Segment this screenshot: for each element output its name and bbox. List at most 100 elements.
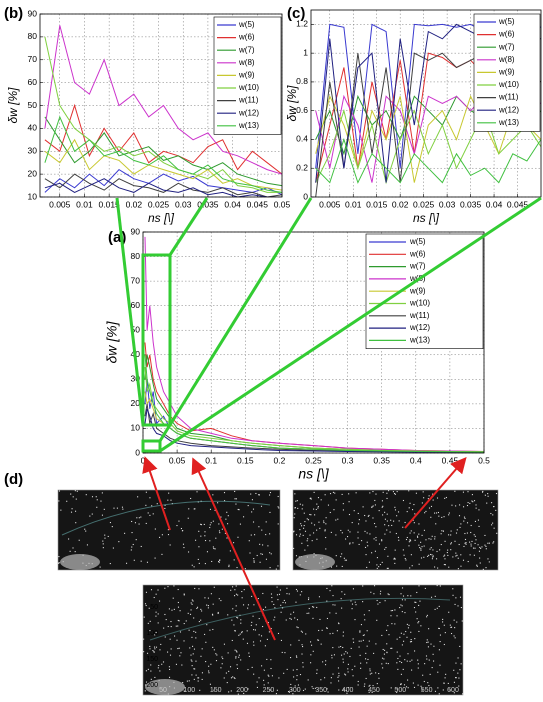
image-speck	[443, 643, 445, 646]
image-speck	[384, 548, 386, 550]
image-speck	[375, 643, 377, 645]
image-speck	[427, 641, 429, 643]
image-speck	[349, 655, 351, 658]
x-tick-label: 0.5	[478, 455, 490, 465]
image-speck	[312, 617, 314, 619]
image-speck	[389, 531, 391, 533]
image-speck	[251, 511, 253, 513]
image-speck	[125, 562, 128, 564]
image-speck	[273, 603, 275, 605]
image-speck	[188, 629, 190, 631]
image-speck	[365, 554, 367, 556]
image-speck	[450, 632, 453, 635]
image-speck	[314, 687, 316, 689]
image-speck	[177, 606, 180, 608]
image-speck	[313, 606, 315, 608]
image-speck	[422, 491, 424, 493]
image-speck	[423, 529, 425, 531]
y-tick-label: 40	[28, 123, 38, 133]
image-speck	[462, 491, 464, 493]
image-speck	[234, 677, 236, 680]
image-speck	[243, 692, 245, 694]
image-speck	[378, 673, 380, 675]
image-speck	[347, 671, 349, 673]
x-axis-label: ns [\]	[148, 211, 175, 225]
image-speck	[357, 537, 359, 539]
image-speck	[191, 674, 193, 676]
image-speck	[476, 565, 478, 567]
image-speck	[258, 677, 260, 679]
image-speck	[406, 660, 408, 662]
image-speck	[299, 529, 301, 531]
image-speck	[218, 523, 220, 525]
image-speck	[393, 557, 396, 559]
image-x-tick-label: 100	[184, 687, 196, 694]
y-tick-label: 10	[28, 191, 38, 201]
image-speck	[352, 675, 354, 677]
image-speck	[197, 558, 199, 561]
image-speck	[429, 553, 432, 556]
image-speck	[395, 532, 397, 535]
image-speck	[391, 524, 393, 526]
image-speck	[173, 608, 175, 610]
image-speck	[386, 529, 388, 531]
image-speck	[235, 498, 237, 500]
image-speck	[326, 587, 328, 590]
image-speck	[420, 625, 422, 627]
image-speck	[397, 511, 400, 513]
image-speck	[315, 508, 317, 511]
image-speck	[362, 601, 364, 603]
image-speck	[218, 598, 220, 600]
image-speck	[258, 494, 260, 496]
image-speck	[314, 514, 316, 516]
image-speck	[290, 644, 292, 646]
image-speck	[452, 594, 454, 596]
image-speck	[453, 635, 455, 637]
image-speck	[416, 591, 418, 594]
plot-frame	[310, 9, 542, 198]
image-speck	[299, 673, 302, 676]
image-speck	[454, 603, 456, 605]
image-speck	[264, 645, 266, 647]
image-speck	[353, 510, 355, 512]
image-speck	[303, 512, 305, 514]
image-speck	[199, 689, 201, 691]
image-speck	[399, 660, 401, 663]
image-speck	[434, 595, 436, 597]
image-speck	[355, 492, 357, 494]
image-speck	[251, 621, 253, 623]
image-speck	[113, 507, 115, 509]
image-speck	[200, 608, 202, 610]
image-speck	[268, 675, 270, 677]
image-speck	[285, 619, 287, 621]
image-speck	[442, 618, 444, 620]
image-speck	[349, 542, 351, 544]
image-speck	[487, 542, 489, 544]
image-speck	[283, 599, 285, 602]
image-speck	[366, 566, 368, 568]
image-speck	[341, 565, 343, 567]
legend-label: w(11)	[238, 96, 259, 105]
image-speck	[379, 563, 381, 566]
x-tick-label: 0.35	[373, 455, 390, 465]
image-speck	[131, 532, 133, 534]
image-x-tick-label: 150	[210, 687, 222, 694]
image-speck	[360, 662, 362, 664]
image-speck	[270, 593, 273, 595]
image-speck	[209, 508, 212, 510]
image-speck	[295, 655, 298, 657]
image-speck	[231, 639, 233, 642]
legend-label: w(5)	[498, 17, 515, 26]
image-speck	[384, 600, 386, 602]
image-speck	[373, 652, 375, 654]
image-speck	[157, 622, 159, 624]
image-speck	[414, 539, 416, 541]
image-speck	[387, 625, 389, 627]
image-speck	[457, 672, 459, 674]
image-speck	[332, 491, 334, 493]
image-speck	[397, 668, 399, 670]
image-speck	[283, 672, 285, 674]
image-speck	[164, 613, 166, 616]
image-speck	[469, 554, 471, 556]
